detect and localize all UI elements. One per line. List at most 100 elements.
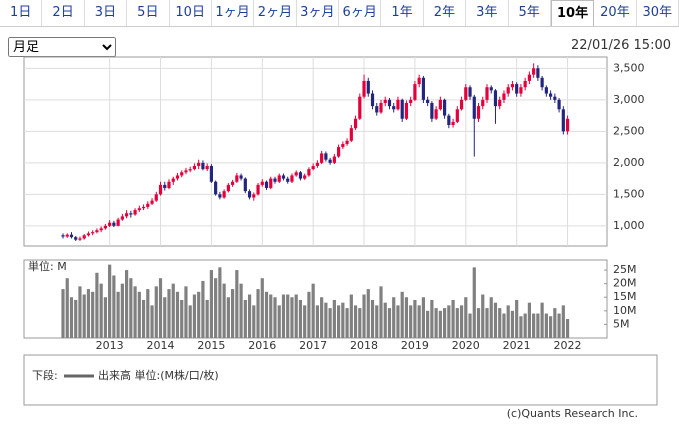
candle-body xyxy=(209,165,213,182)
candle-body xyxy=(502,93,506,100)
candle-body xyxy=(235,175,239,182)
candle-body xyxy=(468,87,472,97)
period-tab[interactable]: 6ヶ月 xyxy=(339,0,382,26)
candle-body xyxy=(366,80,370,94)
volume-bar xyxy=(247,294,252,338)
volume-bar xyxy=(69,297,74,338)
volume-bar xyxy=(239,283,243,338)
candle-body xyxy=(311,165,315,170)
volume-bar xyxy=(82,294,86,338)
candle-body xyxy=(252,194,256,198)
volume-bar xyxy=(375,305,379,338)
volume-bar xyxy=(197,291,201,338)
y-tick-label: 25M xyxy=(613,263,637,276)
price-frame xyxy=(23,56,608,247)
candle-body xyxy=(459,99,464,110)
period-tab[interactable]: 3ヶ月 xyxy=(297,0,339,26)
candle-body xyxy=(184,170,188,173)
volume-bar xyxy=(549,316,553,338)
volume-bar xyxy=(332,299,336,338)
volume-bar xyxy=(392,297,396,338)
candle-body xyxy=(345,140,349,144)
candle-body xyxy=(328,159,332,163)
candle-body xyxy=(404,102,409,119)
volume-bar xyxy=(205,299,209,338)
period-tab[interactable]: 5年 xyxy=(509,0,551,26)
candle-body xyxy=(561,109,565,132)
candle-body xyxy=(540,77,544,88)
volume-bar xyxy=(502,313,506,338)
volume-bar xyxy=(328,308,332,338)
volume-bar xyxy=(451,299,455,338)
y-tick-label: 2,500 xyxy=(613,124,645,137)
candle-body xyxy=(146,203,150,207)
candle-body xyxy=(544,87,548,94)
volume-bar xyxy=(476,308,481,338)
period-tab[interactable]: 1年 xyxy=(381,0,424,26)
candle-body xyxy=(141,206,146,209)
candle-body xyxy=(532,68,536,75)
period-tab[interactable]: 10日 xyxy=(170,0,212,26)
volume-bar xyxy=(298,299,303,338)
candle-body xyxy=(298,172,303,179)
candle-body xyxy=(451,121,455,126)
volume-bar xyxy=(515,299,519,338)
volume-bar xyxy=(506,305,510,338)
period-tab[interactable]: 20年 xyxy=(594,0,637,26)
period-tab[interactable]: 2年 xyxy=(424,0,467,26)
volume-bar xyxy=(404,297,409,338)
volume-bar xyxy=(273,297,277,338)
volume-bar xyxy=(464,297,468,338)
candle-body xyxy=(260,181,264,185)
interval-select[interactable]: 月足 xyxy=(8,37,116,57)
volume-bar xyxy=(409,305,413,338)
volume-bar xyxy=(498,308,502,338)
period-tab[interactable]: 1日 xyxy=(0,0,43,26)
candle-body xyxy=(396,99,400,110)
period-tab[interactable]: 1ヶ月 xyxy=(212,0,255,26)
candle-body xyxy=(269,178,273,189)
candle-body xyxy=(506,87,510,94)
period-tab[interactable]: 5日 xyxy=(127,0,170,26)
volume-bar xyxy=(269,294,273,338)
candle-body xyxy=(231,181,235,185)
volume-bar xyxy=(447,305,451,338)
legend-box xyxy=(23,354,658,406)
volume-bar xyxy=(413,299,417,338)
volume-bar xyxy=(379,286,383,338)
volume-bar xyxy=(180,299,184,338)
volume-bar xyxy=(430,299,434,338)
x-tick-label: 2016 xyxy=(248,339,276,352)
volume-bar xyxy=(154,286,158,338)
y-tick-label: 5M xyxy=(613,317,630,330)
volume-bar xyxy=(349,294,353,338)
period-tab[interactable]: 2ヶ月 xyxy=(254,0,297,26)
volume-bar xyxy=(65,278,69,338)
candle-body xyxy=(383,99,387,103)
candle-body xyxy=(154,194,158,201)
volume-bar xyxy=(362,294,366,338)
volume-bar xyxy=(129,278,133,338)
volume-bar xyxy=(324,302,328,338)
volume-bar xyxy=(120,283,124,338)
volume-bar xyxy=(315,305,319,338)
candle-body xyxy=(163,184,167,189)
candle-body xyxy=(226,184,230,192)
candle-body xyxy=(129,213,133,215)
volume-bar xyxy=(353,305,358,338)
period-tab[interactable]: 10年 xyxy=(550,0,595,26)
volume-bar xyxy=(421,297,425,338)
candle-body xyxy=(65,234,69,237)
period-tab[interactable]: 2日 xyxy=(42,0,85,26)
candle-body xyxy=(74,237,78,240)
period-tab[interactable]: 3日 xyxy=(85,0,128,26)
candle-body xyxy=(243,178,247,192)
period-tab[interactable]: 30年 xyxy=(637,0,679,26)
candle-body xyxy=(417,77,421,85)
candle-body xyxy=(188,169,192,171)
volume-bar xyxy=(116,291,120,338)
candle-body xyxy=(464,87,468,100)
period-tab[interactable]: 3年 xyxy=(466,0,509,26)
candle-body xyxy=(510,84,515,88)
volume-bar xyxy=(426,310,430,338)
